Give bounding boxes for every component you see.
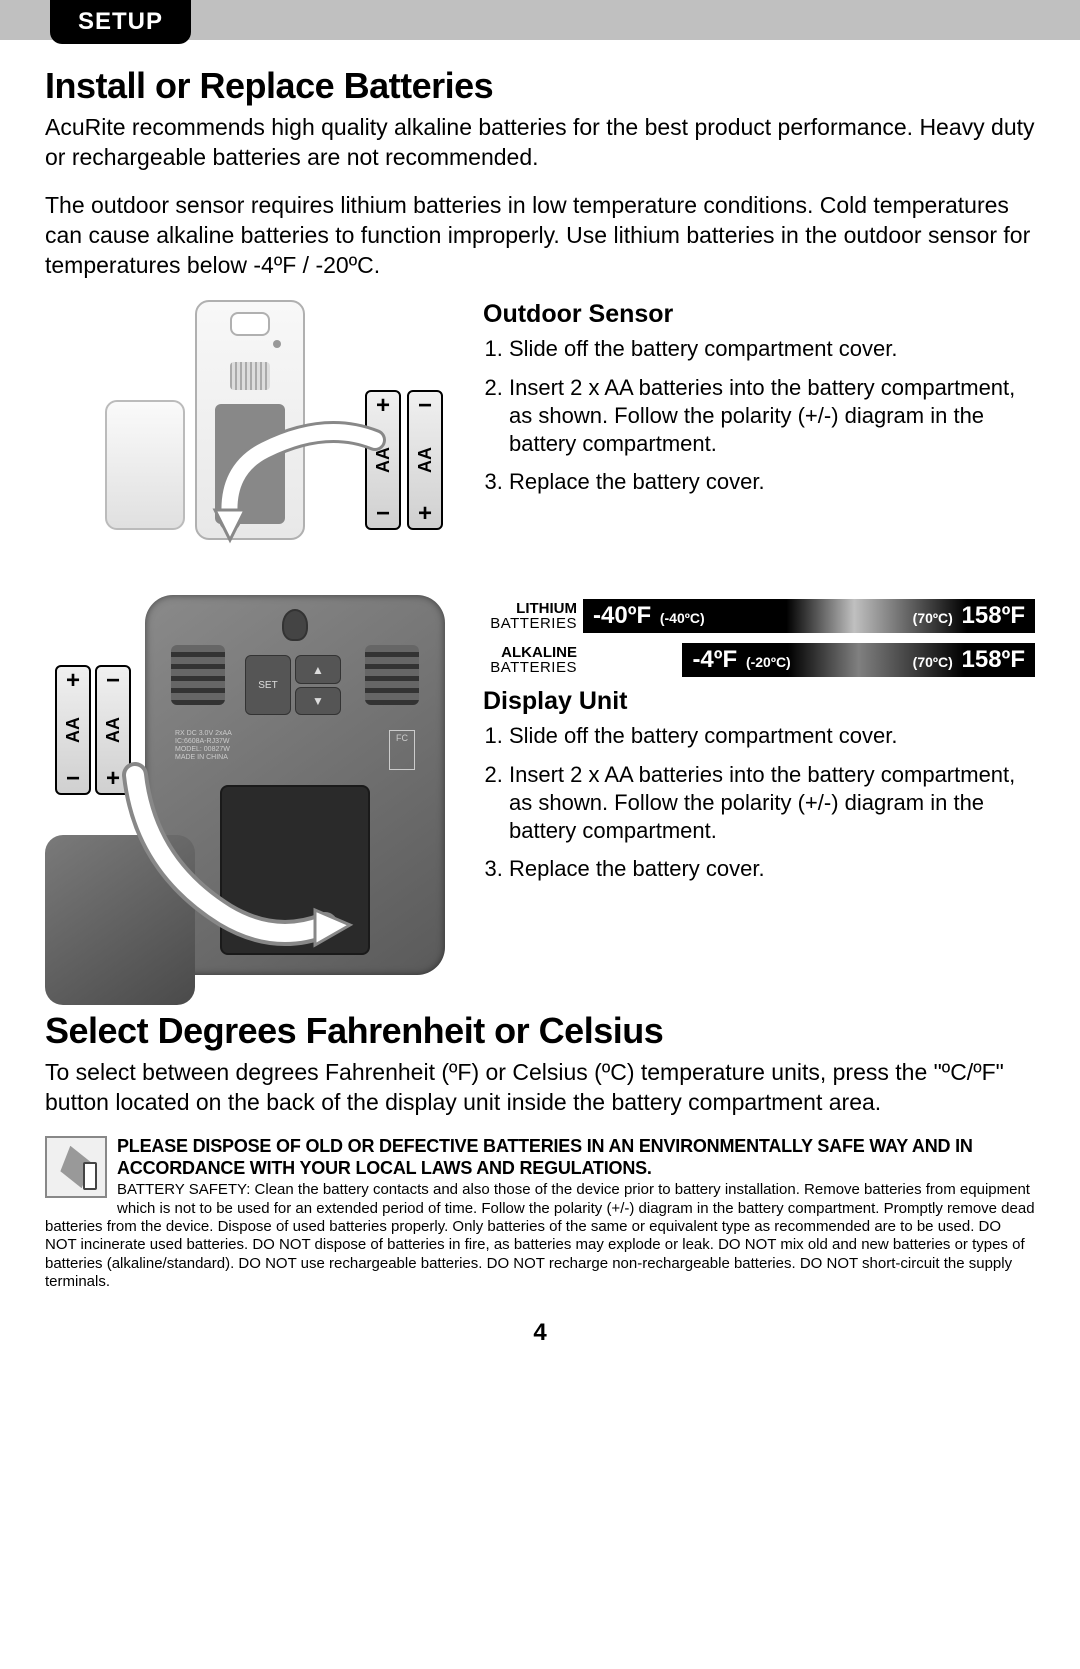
lithium-temp-bar: LITHIUM BATTERIES -40ºF (-40ºC) (70ºC) 1… (483, 599, 1035, 633)
outdoor-sensor-title: Outdoor Sensor (483, 300, 1035, 329)
display-illustration: +AA− −AA+ SET ▲ ▼ (45, 595, 465, 985)
outdoor-row: +AA− −AA+ Outdoor Sensor Slide off the b… (45, 300, 1035, 570)
outdoor-step: Replace the battery cover. (509, 468, 1035, 496)
display-step: Replace the battery cover. (509, 855, 1035, 883)
page-content: Install or Replace Batteries AcuRite rec… (0, 40, 1080, 1367)
setup-tab: SETUP (50, 0, 191, 44)
display-step: Slide off the battery compartment cover. (509, 722, 1035, 750)
outdoor-illustration: +AA− −AA+ (45, 300, 465, 570)
display-steps: Slide off the battery compartment cover.… (483, 722, 1035, 883)
disposal-notice: PLEASE DISPOSE OF OLD OR DEFECTIVE BATTE… (45, 1136, 1035, 1291)
page-number: 4 (45, 1319, 1035, 1347)
up-button-icon: ▲ (295, 655, 341, 684)
display-step: Insert 2 x AA batteries into the battery… (509, 761, 1035, 845)
disposal-body: BATTERY SAFETY: Clean the battery contac… (45, 1181, 1035, 1291)
section-install-title: Install or Replace Batteries (45, 65, 1035, 107)
temperature-range-bars: LITHIUM BATTERIES -40ºF (-40ºC) (70ºC) 1… (483, 599, 1035, 677)
outdoor-steps: Slide off the battery compartment cover.… (483, 335, 1035, 496)
header-bar: SETUP (0, 0, 1080, 40)
insert-arrow-icon (205, 410, 395, 550)
battery-cover-icon (105, 400, 185, 530)
aa-battery-icon: −AA+ (407, 390, 443, 530)
display-row: +AA− −AA+ SET ▲ ▼ (45, 595, 1035, 985)
insert-arrow-icon (105, 745, 365, 965)
outdoor-step: Insert 2 x AA batteries into the battery… (509, 374, 1035, 458)
set-button-icon: SET (245, 655, 291, 715)
disposal-heading: PLEASE DISPOSE OF OLD OR DEFECTIVE BATTE… (117, 1136, 973, 1178)
alkaline-temp-bar: ALKALINE BATTERIES -4ºF (-20ºC) (70ºC) 1… (483, 643, 1035, 677)
recycle-battery-icon (45, 1136, 107, 1198)
section-fc-title: Select Degrees Fahrenheit or Celsius (45, 1010, 1035, 1052)
display-unit-title: Display Unit (483, 687, 1035, 716)
outdoor-step: Slide off the battery compartment cover. (509, 335, 1035, 363)
down-button-icon: ▼ (295, 687, 341, 716)
fc-body: To select between degrees Fahrenheit (ºF… (45, 1058, 1035, 1118)
install-para-1: AcuRite recommends high quality alkaline… (45, 113, 1035, 173)
install-para-2: The outdoor sensor requires lithium batt… (45, 191, 1035, 281)
